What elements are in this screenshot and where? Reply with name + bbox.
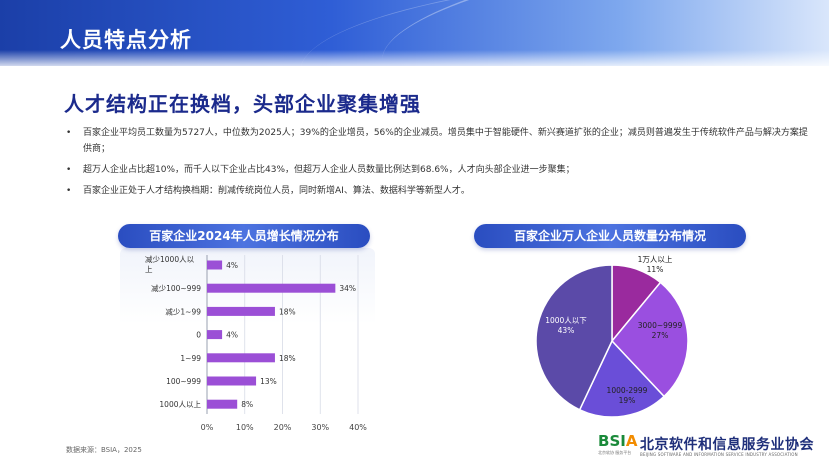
category-label: 减少1~99 — [165, 306, 201, 316]
pie-slice-label: 3000~9999 — [638, 321, 683, 330]
bar — [207, 283, 336, 293]
category-label: 上 — [145, 265, 153, 274]
pie-slice-label: 1000-2999 — [607, 386, 648, 395]
logo-mark: BSIA — [598, 432, 637, 450]
category-label: 0 — [196, 331, 201, 340]
bar — [207, 376, 257, 386]
bullet-item: 百家企业正处于人才结构换档期：削减传统岗位人员，同时新增AI、算法、数据科学等新… — [66, 183, 816, 199]
logo-name-cn: 北京软件和信息服务业协会 — [640, 437, 814, 453]
pie-slice-value: 19% — [619, 396, 636, 405]
bar — [207, 399, 238, 409]
bar-value-label: 18% — [279, 307, 296, 316]
bullet-list: 百家企业平均员工数量为5727人，中位数为2025人；39%的企业增员，56%的… — [66, 125, 816, 204]
banner-fade — [0, 50, 829, 70]
slide-headline: 人才结构正在换档，头部企业聚集增强 — [64, 92, 421, 116]
logo-subtext: 北京软协 服务平台 — [598, 450, 632, 455]
bar — [207, 260, 223, 270]
logo-name-en: BEIJING SOFTWARE AND INFORMATION SERVICE… — [640, 452, 798, 457]
x-tick-label: 10% — [236, 423, 254, 432]
x-tick-label: 20% — [274, 423, 292, 432]
x-tick-label: 0% — [201, 423, 214, 432]
bar-value-label: 18% — [279, 354, 296, 363]
bsia-logo: BSIA 北京软协 服务平台 北京软件和信息服务业协会 BEIJING SOFT… — [598, 430, 828, 466]
pie-slice — [611, 281, 689, 398]
pie-slice — [535, 264, 613, 411]
bar — [207, 353, 275, 363]
bullet-item: 百家企业平均员工数量为5727人，中位数为2025人；39%的企业增员，56%的… — [66, 125, 816, 157]
data-source-note: 数据来源：BSIA，2025 — [66, 446, 142, 454]
pie-slice — [578, 339, 666, 418]
logo-letter: I — [620, 432, 626, 450]
bar — [207, 306, 275, 316]
pie-slice-label: 1000人以下 — [545, 316, 587, 325]
category-label: 减少1000人以 — [145, 254, 195, 264]
bar-value-label: 13% — [260, 377, 277, 386]
logo-letter: B — [598, 432, 610, 450]
category-label: 1~99 — [180, 354, 201, 363]
page-title: 人员特点分析 — [60, 28, 192, 52]
pie-slice-value: 43% — [558, 326, 575, 335]
category-label: 1000人以上 — [159, 400, 201, 409]
bar-value-label: 4% — [226, 331, 238, 340]
bullet-item: 超万人企业占比超10%，而千人以下企业占比43%，但超万人企业人员数量比例达到6… — [66, 162, 816, 178]
pie-slice-label: 1万人以上 — [638, 255, 673, 264]
logo-letter: A — [625, 432, 638, 450]
bar-chart-panel — [120, 248, 375, 438]
bar — [207, 330, 223, 340]
category-label: 减少100~999 — [151, 283, 201, 293]
bar-value-label: 8% — [241, 400, 253, 409]
x-tick-label: 30% — [311, 423, 329, 432]
pie-slice-value: 27% — [652, 331, 669, 340]
bar-value-label: 4% — [226, 261, 238, 270]
x-tick-label: 40% — [349, 423, 367, 432]
pie-slice-value: 11% — [647, 265, 664, 274]
logo-letter: S — [609, 432, 621, 450]
bar-chart-title: 百家企业2024年人员增长情况分布 — [118, 224, 370, 248]
bar-value-label: 34% — [339, 284, 356, 293]
category-label: 100~999 — [166, 377, 201, 386]
pie-chart-title: 百家企业万人企业人员数量分布情况 — [474, 224, 746, 248]
